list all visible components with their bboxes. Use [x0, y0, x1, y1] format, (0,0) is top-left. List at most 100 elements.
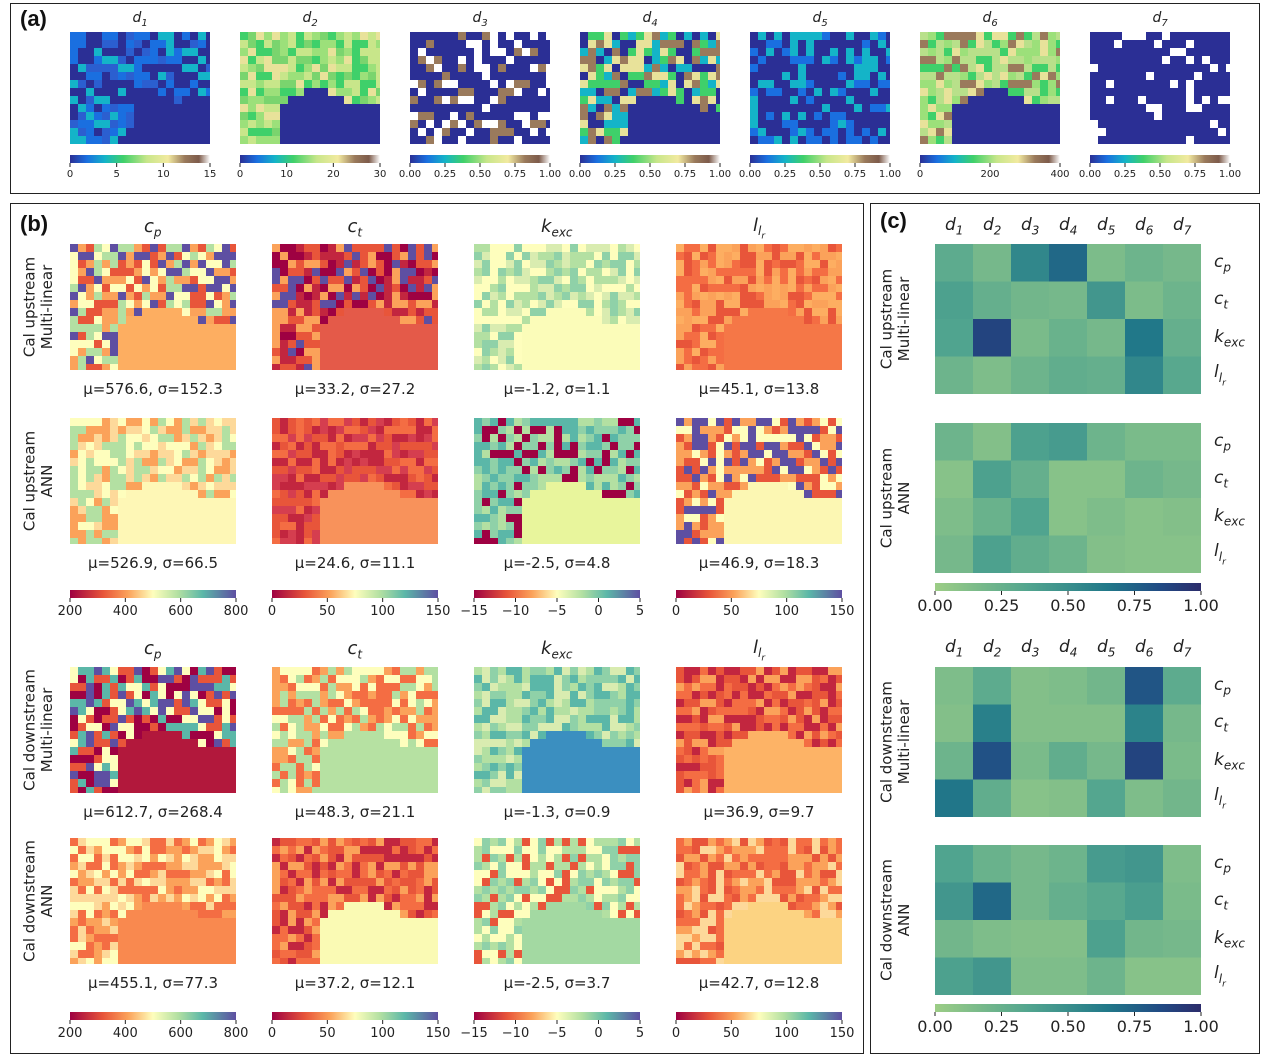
descriptor-map-d3-cell	[450, 48, 458, 56]
param-map-r2-c2-cell	[304, 506, 312, 514]
param-map-r2-c3-cell	[498, 466, 506, 474]
param-map-r2-c2-cell	[352, 490, 360, 498]
param-map-r1-c3-cell	[634, 324, 640, 332]
param-map-r2-c1-cell	[150, 418, 158, 426]
param-map-r1-c2-cell	[408, 308, 416, 316]
param-map-r1-c1-cell	[142, 268, 150, 276]
panel-b-label: (b)	[20, 211, 49, 236]
param-map-r3-c2-cell	[352, 667, 360, 675]
param-map-r2-c3-cell	[482, 522, 490, 530]
descriptor-map-d7-cell	[1114, 72, 1122, 80]
descriptor-map-d7-cell	[1218, 40, 1226, 48]
param-map-r1-c2-cell	[400, 300, 408, 308]
param-map-r1-c1-cell	[182, 332, 190, 340]
param-map-r1-c3-cell	[602, 284, 610, 292]
param-map-r1-c2-cell	[416, 364, 424, 370]
param-map-r2-c1-cell	[78, 442, 86, 450]
param-map-r1-c2-cell	[344, 292, 352, 300]
param-map-r3-c1-cell	[198, 779, 206, 787]
param-map-r2-c1-cell	[158, 490, 166, 498]
param-map-r1-c4-cell	[836, 300, 842, 308]
descriptor-map-d4-cell	[612, 112, 620, 120]
param-map-r1-c4-cell	[732, 332, 740, 340]
param-map-r2-c1-cell	[70, 538, 78, 544]
descriptor-map-d1-cell	[86, 64, 94, 72]
param-map-r3-c2-cell	[432, 675, 438, 683]
param-map-r1-c1-cell	[94, 276, 102, 284]
param-map-r1-c4-cell	[772, 268, 780, 276]
descriptor-map-d4-cell	[668, 80, 676, 88]
param-map-r1-c1-cell	[118, 252, 126, 260]
param-map-r1-c1-cell	[158, 340, 166, 348]
param-map-r1-c1-cell	[182, 340, 190, 348]
param-map-r1-c4-cell	[804, 324, 812, 332]
param-map-r3-c2-cell	[432, 691, 438, 699]
param-map-r1-c3-cell	[514, 308, 522, 316]
param-map-r2-c4-cell	[836, 490, 842, 498]
param-map-r1-c1-cell	[206, 252, 214, 260]
descriptor-map-d6-cell	[968, 32, 976, 40]
descriptor-map-d6-cell	[992, 80, 1000, 88]
param-map-r1-c3-cell	[562, 244, 570, 252]
param-map-r2-c3-cell	[506, 538, 514, 544]
descriptor-map-d6-cell	[936, 136, 944, 144]
param-map-r3-c1-cell	[166, 755, 174, 763]
param-map-r3-c1-cell	[206, 787, 214, 793]
param-map-r2-c3-cell	[594, 450, 602, 458]
param-map-r2-c2-cell	[312, 538, 320, 544]
descriptor-map-d5-cell	[830, 40, 838, 48]
param-map-r2-c2-cell	[384, 490, 392, 498]
descriptor-map-d4-cell	[604, 40, 612, 48]
descriptor-map-d3-cell	[442, 112, 450, 120]
descriptor-map-d3-cell	[530, 96, 538, 104]
descriptor-map-d5-cell	[798, 32, 806, 40]
param-map-r3-c1-cell	[142, 723, 150, 731]
param-map-r2-c1-cell	[166, 418, 174, 426]
descriptor-map-d5-cell	[846, 64, 854, 72]
param-map-r1-c3-cell	[474, 332, 482, 340]
param-map-r2-c1-cell	[70, 498, 78, 506]
param-map-r2-c2-cell	[384, 482, 392, 490]
param-map-r3-c1-cell	[142, 675, 150, 683]
param-map-r2-c3-cell	[498, 458, 506, 466]
param-map-r3-c2-cell	[320, 691, 328, 699]
param-map-r2-c1-cell	[158, 506, 166, 514]
param-map-r2-c1-cell	[206, 522, 214, 530]
descriptor-map-d2-cell	[256, 80, 264, 88]
descriptor-map-d6-cell	[920, 40, 928, 48]
param-map-r1-c4-cell	[796, 308, 804, 316]
param-map-r1-c2-cell	[384, 316, 392, 324]
param-map-r3-c1-cell	[102, 731, 110, 739]
descriptor-map-d7-cell	[1202, 120, 1210, 128]
descriptor-map-d1-cell	[206, 96, 210, 104]
descriptor-map-d1-cell	[134, 72, 142, 80]
param-map-r2-c1-cell	[78, 458, 86, 466]
descriptor-map-d2-cell	[320, 104, 328, 112]
descriptor-map-d7-cell	[1130, 72, 1138, 80]
descriptor-map-d1-cell	[190, 48, 198, 56]
descriptor-map-d1-cell	[134, 64, 142, 72]
param-map-r1-c4-cell	[684, 300, 692, 308]
param-map-r1-c1	[70, 244, 236, 370]
param-map-r1-c2-cell	[344, 316, 352, 324]
descriptor-map-d5-cell	[854, 120, 862, 128]
descriptor-map-d3-cell	[474, 32, 482, 40]
param-map-r2-c3-cell	[586, 498, 594, 506]
param-map-r1-c2-cell	[296, 316, 304, 324]
descriptor-map-d7-cell	[1122, 136, 1130, 144]
descriptor-map-d6-cell	[968, 112, 976, 120]
descriptor-map-d5-cell	[838, 120, 846, 128]
param-map-r3-c1-cell	[134, 675, 142, 683]
param-map-r1-c4-cell	[732, 260, 740, 268]
descriptor-map-d4-cell	[636, 80, 644, 88]
descriptor-colorbar-d3-tick-label: 1.00	[539, 169, 561, 180]
param-map-r3-c1-cell	[70, 755, 78, 763]
param-map-r3-c1-cell	[150, 723, 158, 731]
param-map-r2-c2-cell	[432, 538, 438, 544]
param-map-r1-c4-cell	[756, 348, 764, 356]
descriptor-map-d5-cell	[774, 32, 782, 40]
param-map-r2-c3-cell	[506, 498, 514, 506]
descriptor-map-d3-cell	[450, 64, 458, 72]
param-map-r2-c1-cell	[158, 538, 166, 544]
